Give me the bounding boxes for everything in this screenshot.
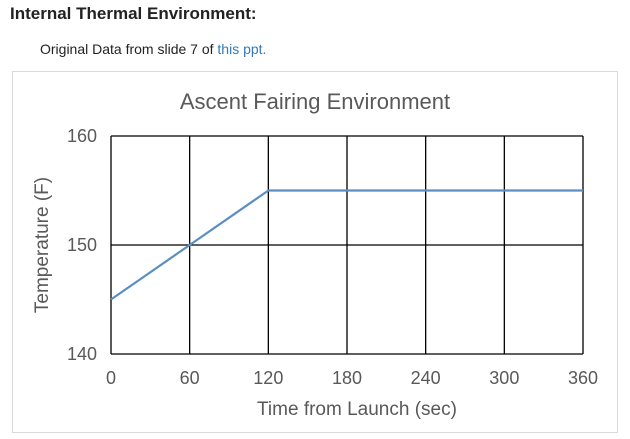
x-tick-label: 0 bbox=[106, 368, 116, 388]
chart-title: Ascent Fairing Environment bbox=[180, 89, 450, 114]
x-tick-label: 120 bbox=[253, 368, 283, 388]
y-tick-label: 160 bbox=[67, 126, 97, 146]
x-axis-title: Time from Launch (sec) bbox=[257, 399, 457, 420]
y-tick-label: 140 bbox=[67, 344, 97, 364]
y-tick-label: 150 bbox=[67, 235, 97, 255]
x-tick-label: 60 bbox=[180, 368, 200, 388]
x-tick-label: 360 bbox=[568, 368, 598, 388]
x-tick-label: 180 bbox=[332, 368, 362, 388]
source-note: Original Data from slide 7 of this ppt. bbox=[40, 41, 266, 57]
chart-container: 0 60 120 180 240 300 360 140 150 160 Ascent Fairi… bbox=[12, 71, 618, 433]
x-tick-label: 240 bbox=[411, 368, 441, 388]
source-note-text: Original Data from slide 7 of bbox=[40, 41, 218, 57]
section-heading: Internal Thermal Environment: bbox=[10, 4, 257, 23]
temperature-series-line bbox=[110, 189, 583, 301]
x-tick-label: 300 bbox=[489, 368, 519, 388]
temperature-chart: 0 60 120 180 240 300 360 140 150 160 Ascent Fairi… bbox=[32, 89, 598, 420]
y-axis-title: Temperature (F) bbox=[32, 177, 53, 313]
ppt-link[interactable]: this ppt. bbox=[217, 41, 267, 57]
